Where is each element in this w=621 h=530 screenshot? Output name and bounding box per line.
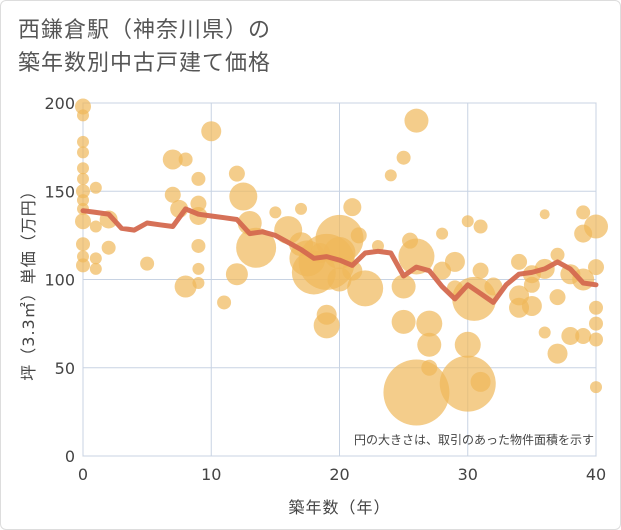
bubble-point [584,214,608,239]
bubble-point [589,300,603,315]
bubble-point [228,165,245,182]
bubble-point [454,331,481,358]
bubble-point [521,295,542,316]
bubble-point [174,275,197,298]
bubble-point [576,205,591,220]
x-tick-label: 30 [458,465,478,484]
bubble-point [162,149,183,170]
bubble-point [76,237,90,252]
bubble-point [589,332,603,347]
bubble-point [404,108,429,133]
bubble-point [164,186,181,203]
bubble-point [547,343,568,364]
chart-title: 西鎌倉駅（神奈川県）の 築年数別中古戸建て価格 [18,14,271,80]
x-tick-label: 0 [78,465,88,484]
bubble-point [76,258,90,273]
y-tick-label: 200 [44,94,75,113]
bubble-point [523,276,540,293]
bubble-point [538,326,551,339]
bubble-point [313,312,340,339]
bubble-point [75,98,91,115]
bubble-point [140,256,155,271]
bubble-point [77,162,89,175]
y-tick-label: 0 [65,447,75,466]
bubble-point [421,359,438,376]
y-tick-label: 100 [44,271,75,290]
bubble-point [77,146,89,159]
bubble-point [192,277,205,290]
bubble-point [89,181,102,194]
bubble-point [350,227,367,244]
trend-line [80,206,599,305]
x-tick-label: 20 [329,465,349,484]
bubble-point [229,182,258,211]
bubble-point [436,227,449,240]
bubble-point [89,262,102,275]
bubble-point [511,253,528,270]
bubble-point [470,371,491,392]
bubble-point [295,202,308,215]
bubble-point [371,239,384,252]
x-tick-label: 10 [201,465,221,484]
bubble-point [75,213,91,230]
bubble-point [550,247,565,262]
bubble-point [77,135,89,148]
bubble-point [77,172,89,185]
bubble-point [472,262,489,279]
bubble-point [192,262,205,275]
bubble-point [347,270,384,307]
bubble-point [76,184,90,199]
bubble-point [439,355,496,412]
bubble-point [549,289,566,306]
bubble-point [225,263,248,286]
chart-title-line-1: 西鎌倉駅（神奈川県）の [18,18,272,43]
bubble-point [77,109,89,122]
chart-title-line-2: 築年数別中古戸建て価格 [18,51,272,76]
bubble-point [588,259,604,276]
bubble-point [417,332,442,357]
bubble-point [101,240,116,255]
bubble-point [444,251,465,272]
bubble-point [416,310,443,337]
chart-annotation: 円の大きさは、取引のあった物件面積を示す [354,432,594,447]
bubble-point [383,359,450,426]
bubble-point [236,227,277,268]
bubble-point [201,121,222,142]
x-axis-label: 築年数（年） [288,498,390,517]
bubble-point [484,277,503,296]
x-tick-label: 40 [586,465,606,484]
bubble-point [396,150,411,165]
bubble-point [217,295,232,310]
trend-series [80,206,599,305]
bubble-point [190,195,207,212]
bubble-point [461,215,474,228]
y-axis-label: 坪（3.3㎡）単価（万円） [19,182,38,380]
bubble-point [561,326,580,345]
bubble-point [590,381,602,394]
bubble-point [575,327,592,344]
bubble-point [269,206,282,219]
bubble-point [343,198,362,217]
bubble-point [473,219,488,234]
bubble-point [89,220,102,233]
bubble-point [539,209,550,220]
bubble-point [77,194,89,207]
y-tick-label: 150 [44,182,75,201]
bubble-point [398,238,435,275]
bubble-point [589,316,603,331]
axes: 0 10 20 30 40 0 50 100 150 200 [44,94,606,484]
bubble-point [89,252,102,265]
bubble-point [384,169,397,182]
y-tick-label: 50 [55,359,75,378]
bubble-point [391,309,416,334]
bubble-point [191,171,206,186]
bubble-point [391,274,416,299]
bubble-point [191,238,206,253]
bubble-point [178,152,193,167]
